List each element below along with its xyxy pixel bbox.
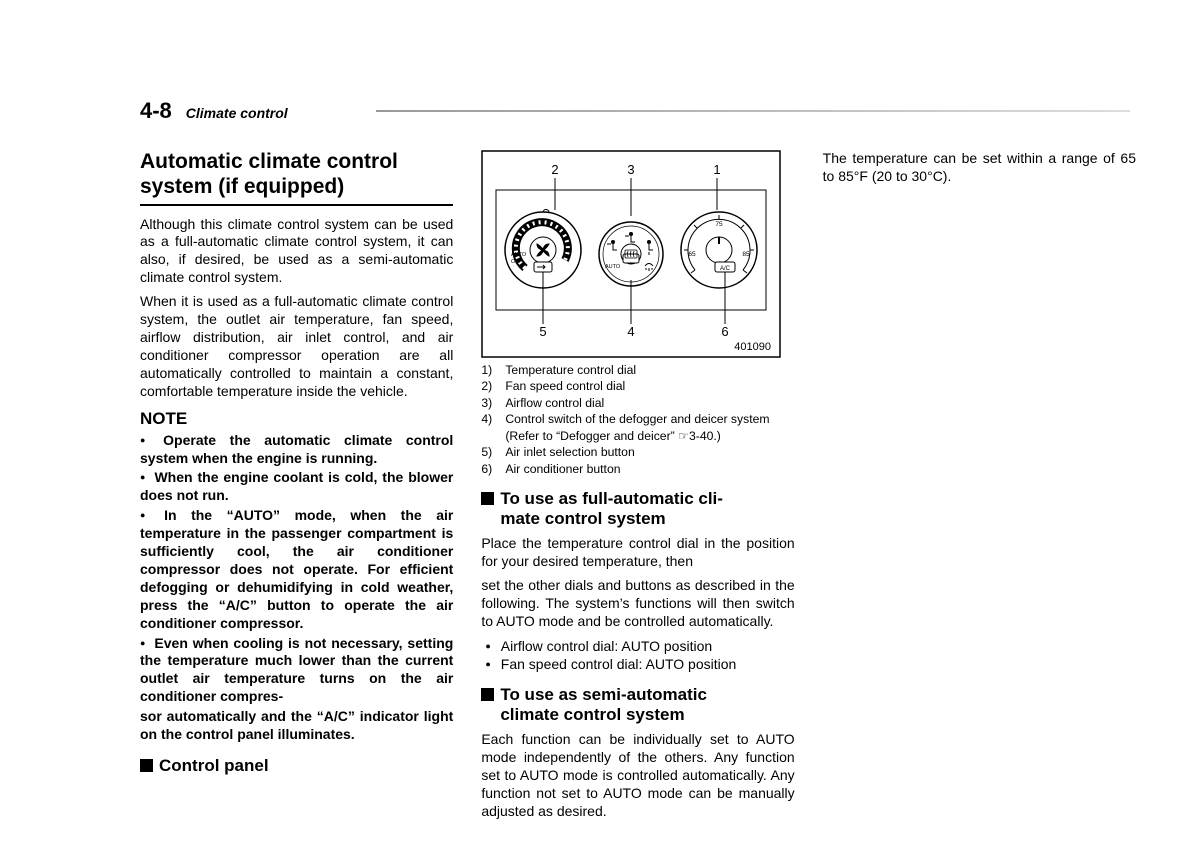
legend-item: 6)Air conditioner button	[481, 461, 794, 477]
section-name: Climate control	[186, 105, 288, 121]
full-auto-heading-l1: To use as full-automatic cli-	[500, 489, 723, 508]
note-item: Operate the automatic climate control sy…	[140, 432, 453, 468]
svg-text:65: 65	[689, 251, 697, 258]
full-auto-heading: To use as full-automatic cli-mate contro…	[481, 489, 794, 529]
legend-item: 2)Fan speed control dial	[481, 378, 794, 394]
control-panel-figure: 2 3 1 5 4 6 401090	[481, 150, 794, 477]
square-bullet-icon	[481, 688, 494, 701]
semi-auto-heading: To use as semi-automaticclimate control …	[481, 685, 794, 725]
svg-text:AUTO: AUTO	[605, 264, 621, 270]
svg-text:5: 5	[540, 324, 547, 339]
auto-bullets: Airflow control dial: AUTO position Fan …	[481, 637, 794, 673]
note-heading: NOTE	[140, 409, 453, 429]
note-continuation: sor automatically and the “A/C” indicato…	[140, 708, 453, 744]
intro-paragraph-2: When it is used as a full-automatic clim…	[140, 293, 453, 400]
note-item: In the “AUTO” mode, when the air tempera…	[140, 507, 453, 632]
intro-paragraph-1: Although this climate control system can…	[140, 216, 453, 288]
control-panel-illustration: 2 3 1 5 4 6 401090	[481, 150, 781, 358]
page-header: 4-8 Climate control	[140, 98, 1130, 124]
svg-text:1: 1	[714, 162, 721, 177]
legend-item: 1)Temperature control dial	[481, 362, 794, 378]
main-heading: Automatic climate control system (if equ…	[140, 150, 453, 200]
figure-legend: 1)Temperature control dial 2)Fan speed c…	[481, 362, 794, 477]
svg-text:3: 3	[628, 162, 635, 177]
semi-auto-paragraph-2: The temperature can be set within a rang…	[823, 150, 1136, 186]
square-bullet-icon	[140, 759, 153, 772]
bullet-item: Fan speed control dial: AUTO position	[481, 655, 794, 673]
legend-item: 3)Airflow control dial	[481, 395, 794, 411]
heading-rule	[140, 204, 453, 206]
svg-text:75: 75	[716, 221, 724, 228]
semi-auto-paragraph-1: Each function can be individually set to…	[481, 731, 794, 821]
full-auto-paragraph: Place the temperature control dial in th…	[481, 535, 794, 571]
svg-text:6: 6	[722, 324, 729, 339]
legend-item: 5)Air inlet selection button	[481, 444, 794, 460]
note-list: Operate the automatic climate control sy…	[140, 432, 453, 707]
svg-text:401090: 401090	[735, 341, 772, 353]
control-panel-heading-text: Control panel	[159, 756, 269, 775]
control-panel-heading: Control panel	[140, 756, 453, 776]
square-bullet-icon	[481, 492, 494, 505]
page-number: 4-8	[140, 98, 172, 124]
semi-auto-heading-l2: climate control system	[481, 705, 794, 725]
semi-auto-heading-l1: To use as semi-automatic	[500, 685, 707, 704]
svg-text:AUTO: AUTO	[511, 252, 527, 258]
svg-text:OFF: OFF	[511, 259, 523, 265]
header-rule	[376, 110, 1130, 112]
note-item: When the engine coolant is cold, the blo…	[140, 469, 453, 505]
svg-text:4: 4	[628, 324, 635, 339]
full-auto-heading-l2: mate control system	[481, 509, 794, 529]
svg-text:2: 2	[552, 162, 559, 177]
full-auto-continuation: set the other dials and buttons as descr…	[481, 577, 794, 631]
svg-text:A/C: A/C	[720, 266, 731, 272]
note-item: Even when cooling is not necessary, sett…	[140, 635, 453, 707]
content-columns: Automatic climate control system (if equ…	[140, 150, 1136, 833]
legend-item: 4)Control switch of the defogger and dei…	[481, 411, 794, 444]
bullet-item: Airflow control dial: AUTO position	[481, 637, 794, 655]
manual-page: 4-8 Climate control Automatic climate co…	[0, 0, 1200, 863]
svg-text:85: 85	[743, 251, 751, 258]
